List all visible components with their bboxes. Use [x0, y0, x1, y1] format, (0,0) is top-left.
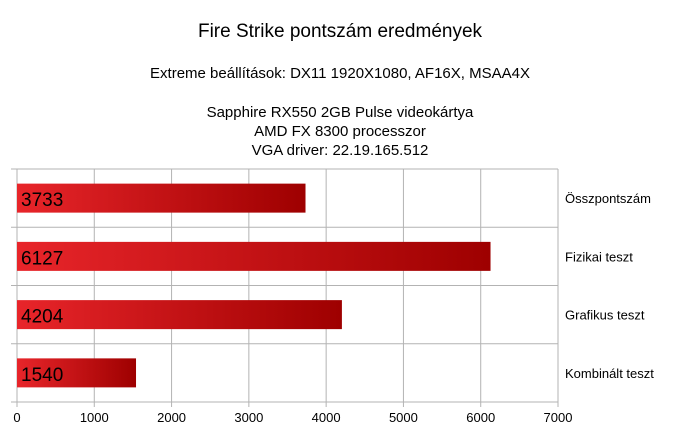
value-label-1: 6127: [21, 248, 63, 269]
category-label-3: Kombinált teszt: [565, 366, 654, 381]
chart-subtitle: Extreme beállítások: DX11 1920X1080, AF1…: [150, 65, 530, 82]
bars: [17, 183, 491, 388]
x-tick-label-5: 5000: [389, 410, 418, 425]
note-cpu: AMD FX 8300 processzor: [254, 123, 426, 140]
value-label-2: 4204: [21, 307, 64, 328]
x-tick-label-6: 6000: [466, 410, 495, 425]
x-tick-label-1: 1000: [80, 410, 109, 425]
axes: 0 1000 2000 3000 4000 5000 6000 7000: [13, 401, 573, 425]
chart-title: Fire Strike pontszám eredmények: [197, 21, 483, 42]
bar-0: [17, 183, 306, 213]
bar-1: [17, 241, 491, 271]
category-label-1: Fizikai teszt: [565, 249, 633, 264]
x-tick-label-3: 3000: [234, 410, 263, 425]
category-label-0: Összpontszám: [565, 191, 651, 206]
value-label-3: 1540: [21, 365, 63, 386]
x-tick-label-2: 2000: [157, 410, 186, 425]
category-label-2: Grafikus teszt: [565, 308, 645, 323]
bar-2: [17, 300, 342, 330]
x-tick-label-0: 0: [13, 410, 20, 425]
note-driver: VGA driver: 22.19.165.512: [251, 142, 429, 159]
chart-notes: Sapphire RX550 2GB Pulse videokártya AMD…: [0, 103, 680, 160]
labels: 3733 Összpontszám 6127 Fizikai teszt 4204 Gra…: [21, 190, 654, 386]
bar-3: [17, 358, 137, 388]
note-gpu: Sapphire RX550 2GB Pulse videokártya: [206, 104, 474, 121]
x-tick-label-4: 4000: [312, 410, 341, 425]
x-tick-label-7: 7000: [544, 410, 573, 425]
value-label-0: 3733: [21, 190, 63, 211]
